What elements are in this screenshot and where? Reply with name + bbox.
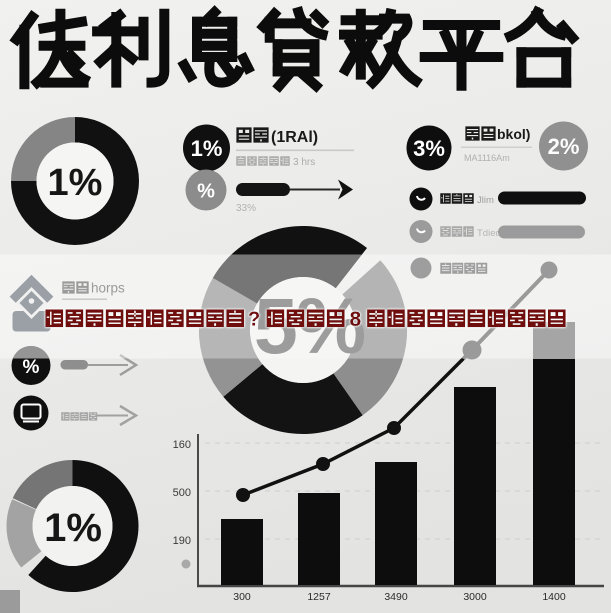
svg-text:3 hrs: 3 hrs: [293, 157, 315, 168]
svg-text:MA1116Am: MA1116Am: [464, 153, 510, 163]
svg-text:300: 300: [233, 591, 251, 603]
svg-text:1257: 1257: [307, 591, 331, 603]
svg-text:?: ?: [248, 309, 260, 331]
svg-text:horps: horps: [91, 281, 125, 296]
svg-text:2%: 2%: [548, 134, 580, 159]
svg-text:1%: 1%: [191, 136, 223, 161]
svg-text:8: 8: [350, 308, 362, 331]
svg-text:1%: 1%: [44, 506, 102, 550]
svg-text:160: 160: [173, 439, 191, 451]
svg-text:Jlim: Jlim: [477, 195, 494, 206]
svg-text:3490: 3490: [384, 591, 408, 603]
svg-text:1400: 1400: [542, 591, 566, 603]
svg-text:3%: 3%: [413, 136, 445, 161]
svg-text:(1RAl): (1RAl): [271, 129, 318, 146]
svg-text:%: %: [23, 357, 40, 378]
svg-text:Tdied: Tdied: [477, 228, 501, 239]
svg-text:500: 500: [173, 487, 191, 499]
svg-text:bkol): bkol): [497, 126, 530, 142]
svg-text:3000: 3000: [463, 591, 487, 603]
svg-text:1%: 1%: [48, 162, 103, 204]
svg-text:190: 190: [173, 535, 191, 547]
svg-text:33%: 33%: [236, 203, 256, 214]
svg-text:%: %: [197, 181, 215, 203]
